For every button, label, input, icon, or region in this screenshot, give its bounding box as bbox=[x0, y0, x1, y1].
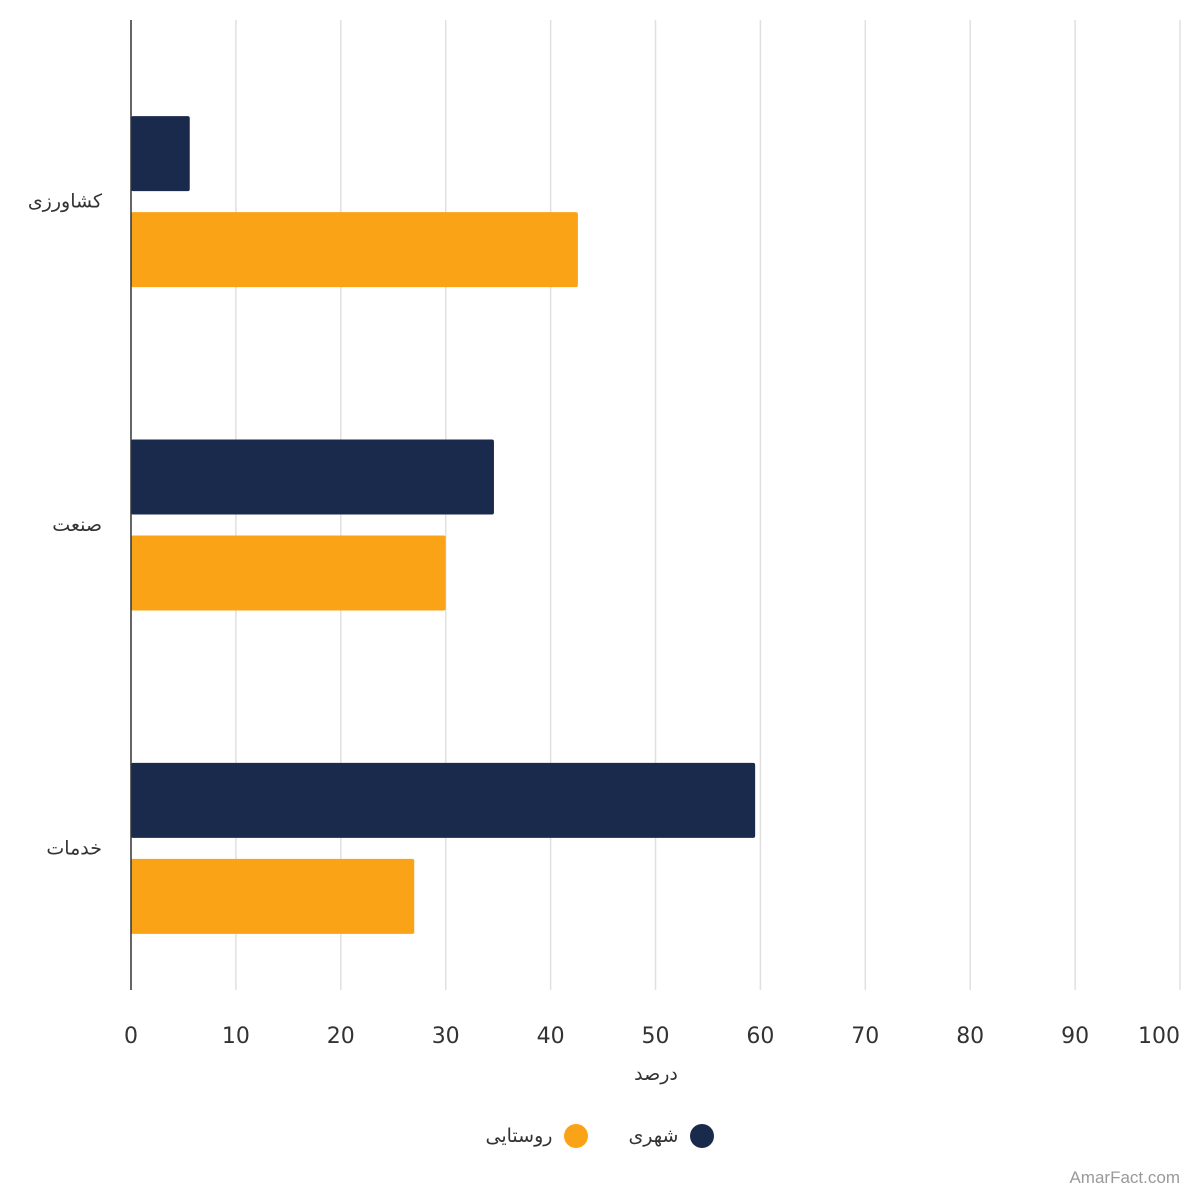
x-tick-label: 50 bbox=[642, 1024, 670, 1049]
x-tick-label: 70 bbox=[851, 1024, 879, 1049]
grid-lines bbox=[235, 20, 1181, 990]
legend-item-rural[interactable]: روستایی bbox=[486, 1124, 589, 1148]
bar-rural[interactable] bbox=[131, 858, 415, 934]
legend-item-urban[interactable]: شهری bbox=[628, 1124, 715, 1148]
bar-rural[interactable] bbox=[131, 535, 446, 611]
x-tick-label: 40 bbox=[537, 1024, 565, 1049]
bars bbox=[131, 116, 756, 934]
legend-label-rural: روستایی bbox=[485, 1125, 553, 1147]
category-labels: کشاورزی صنعت خدمات bbox=[28, 191, 103, 860]
x-axis-ticks: 0 10 20 30 40 50 60 70 80 90 100 bbox=[124, 1024, 1180, 1049]
x-tick-label: 100 bbox=[1138, 1024, 1180, 1049]
bar-urban[interactable] bbox=[131, 116, 190, 192]
x-tick-label: 0 bbox=[124, 1024, 138, 1049]
x-axis-title: درصد bbox=[634, 1063, 678, 1085]
legend-swatch-rural bbox=[564, 1124, 589, 1148]
x-tick-label: 80 bbox=[956, 1024, 984, 1049]
x-tick-label: 60 bbox=[746, 1024, 774, 1049]
bar-rural[interactable] bbox=[131, 212, 578, 288]
legend-swatch-urban bbox=[690, 1124, 715, 1148]
x-tick-label: 30 bbox=[432, 1024, 460, 1049]
x-tick-label: 90 bbox=[1061, 1024, 1089, 1049]
watermark: AmarFact.com bbox=[1069, 1168, 1180, 1187]
bar-urban[interactable] bbox=[131, 439, 494, 515]
legend-label-urban: شهری bbox=[628, 1125, 679, 1147]
bar-urban[interactable] bbox=[131, 762, 756, 838]
x-tick-label: 20 bbox=[327, 1024, 355, 1049]
category-label: صنعت bbox=[52, 514, 102, 536]
x-tick-label: 10 bbox=[222, 1024, 250, 1049]
legend: شهری روستایی bbox=[0, 1124, 1200, 1148]
category-label: کشاورزی bbox=[28, 191, 103, 213]
category-label: خدمات bbox=[46, 837, 102, 859]
